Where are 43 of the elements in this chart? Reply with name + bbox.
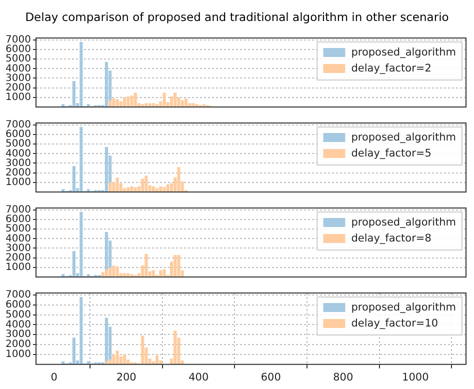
y-tick-label: 5000 xyxy=(6,224,31,235)
y-tick-label: 6000 xyxy=(6,214,31,226)
y-tick-label: 7000 xyxy=(6,290,31,301)
y-tick-label: 5000 xyxy=(6,138,31,150)
legend-label: proposed_algorithm xyxy=(351,46,456,59)
legend-label: proposed_algorithm xyxy=(351,302,456,314)
y-tick-label: 6000 xyxy=(6,299,31,310)
chart-title: Delay comparison of proposed and traditional algorithm in other scenario xyxy=(24,9,450,26)
y-tick-label: 3000 xyxy=(6,158,31,169)
legend-label: delay_factor=5 xyxy=(351,148,432,160)
legend-label: delay_factor=2 xyxy=(351,62,432,75)
y-tick-label: 3000 xyxy=(6,72,31,84)
y-tick-label: 4000 xyxy=(6,63,31,74)
y-tick-label: 6000 xyxy=(6,129,31,140)
x-tick-label: 800 xyxy=(333,371,354,384)
y-tick-label: 7000 xyxy=(6,34,31,46)
y-tick-label: 5000 xyxy=(6,309,31,320)
y-tick-label: 4000 xyxy=(6,319,31,330)
y-tick-label: 3000 xyxy=(6,242,31,254)
y-tick-label: 1000 xyxy=(6,92,31,104)
y-tick-label: 6000 xyxy=(6,44,31,56)
y-tick-label: 7000 xyxy=(6,120,31,131)
y-tick-label: 1000 xyxy=(6,177,31,188)
legend-label: delay_factor=10 xyxy=(351,318,438,330)
y-tick-label: 7000 xyxy=(6,204,31,216)
legend-label: proposed_algorithm xyxy=(351,132,456,144)
x-tick-label: 200 xyxy=(116,371,136,384)
y-tick-label: 4000 xyxy=(6,233,31,244)
y-tick-label: 1000 xyxy=(6,349,31,360)
y-tick-label: 2000 xyxy=(6,82,31,94)
y-tick-label: 2000 xyxy=(6,339,31,350)
legend-label: proposed_algorithm xyxy=(351,216,456,229)
y-tick-label: 4000 xyxy=(6,148,31,160)
y-tick-label: 2000 xyxy=(6,167,31,178)
x-tick-label: 0 xyxy=(50,371,58,384)
y-tick-label: 2000 xyxy=(6,252,31,264)
y-tick-label: 1000 xyxy=(6,262,31,274)
x-tick-label: 400 xyxy=(188,371,209,384)
y-tick-label: 5000 xyxy=(6,54,31,65)
x-tick-label: 1000 xyxy=(402,371,429,384)
y-tick-label: 3000 xyxy=(6,329,31,340)
x-tick-label: 600 xyxy=(260,371,281,384)
legend-label: delay_factor=8 xyxy=(351,232,432,245)
